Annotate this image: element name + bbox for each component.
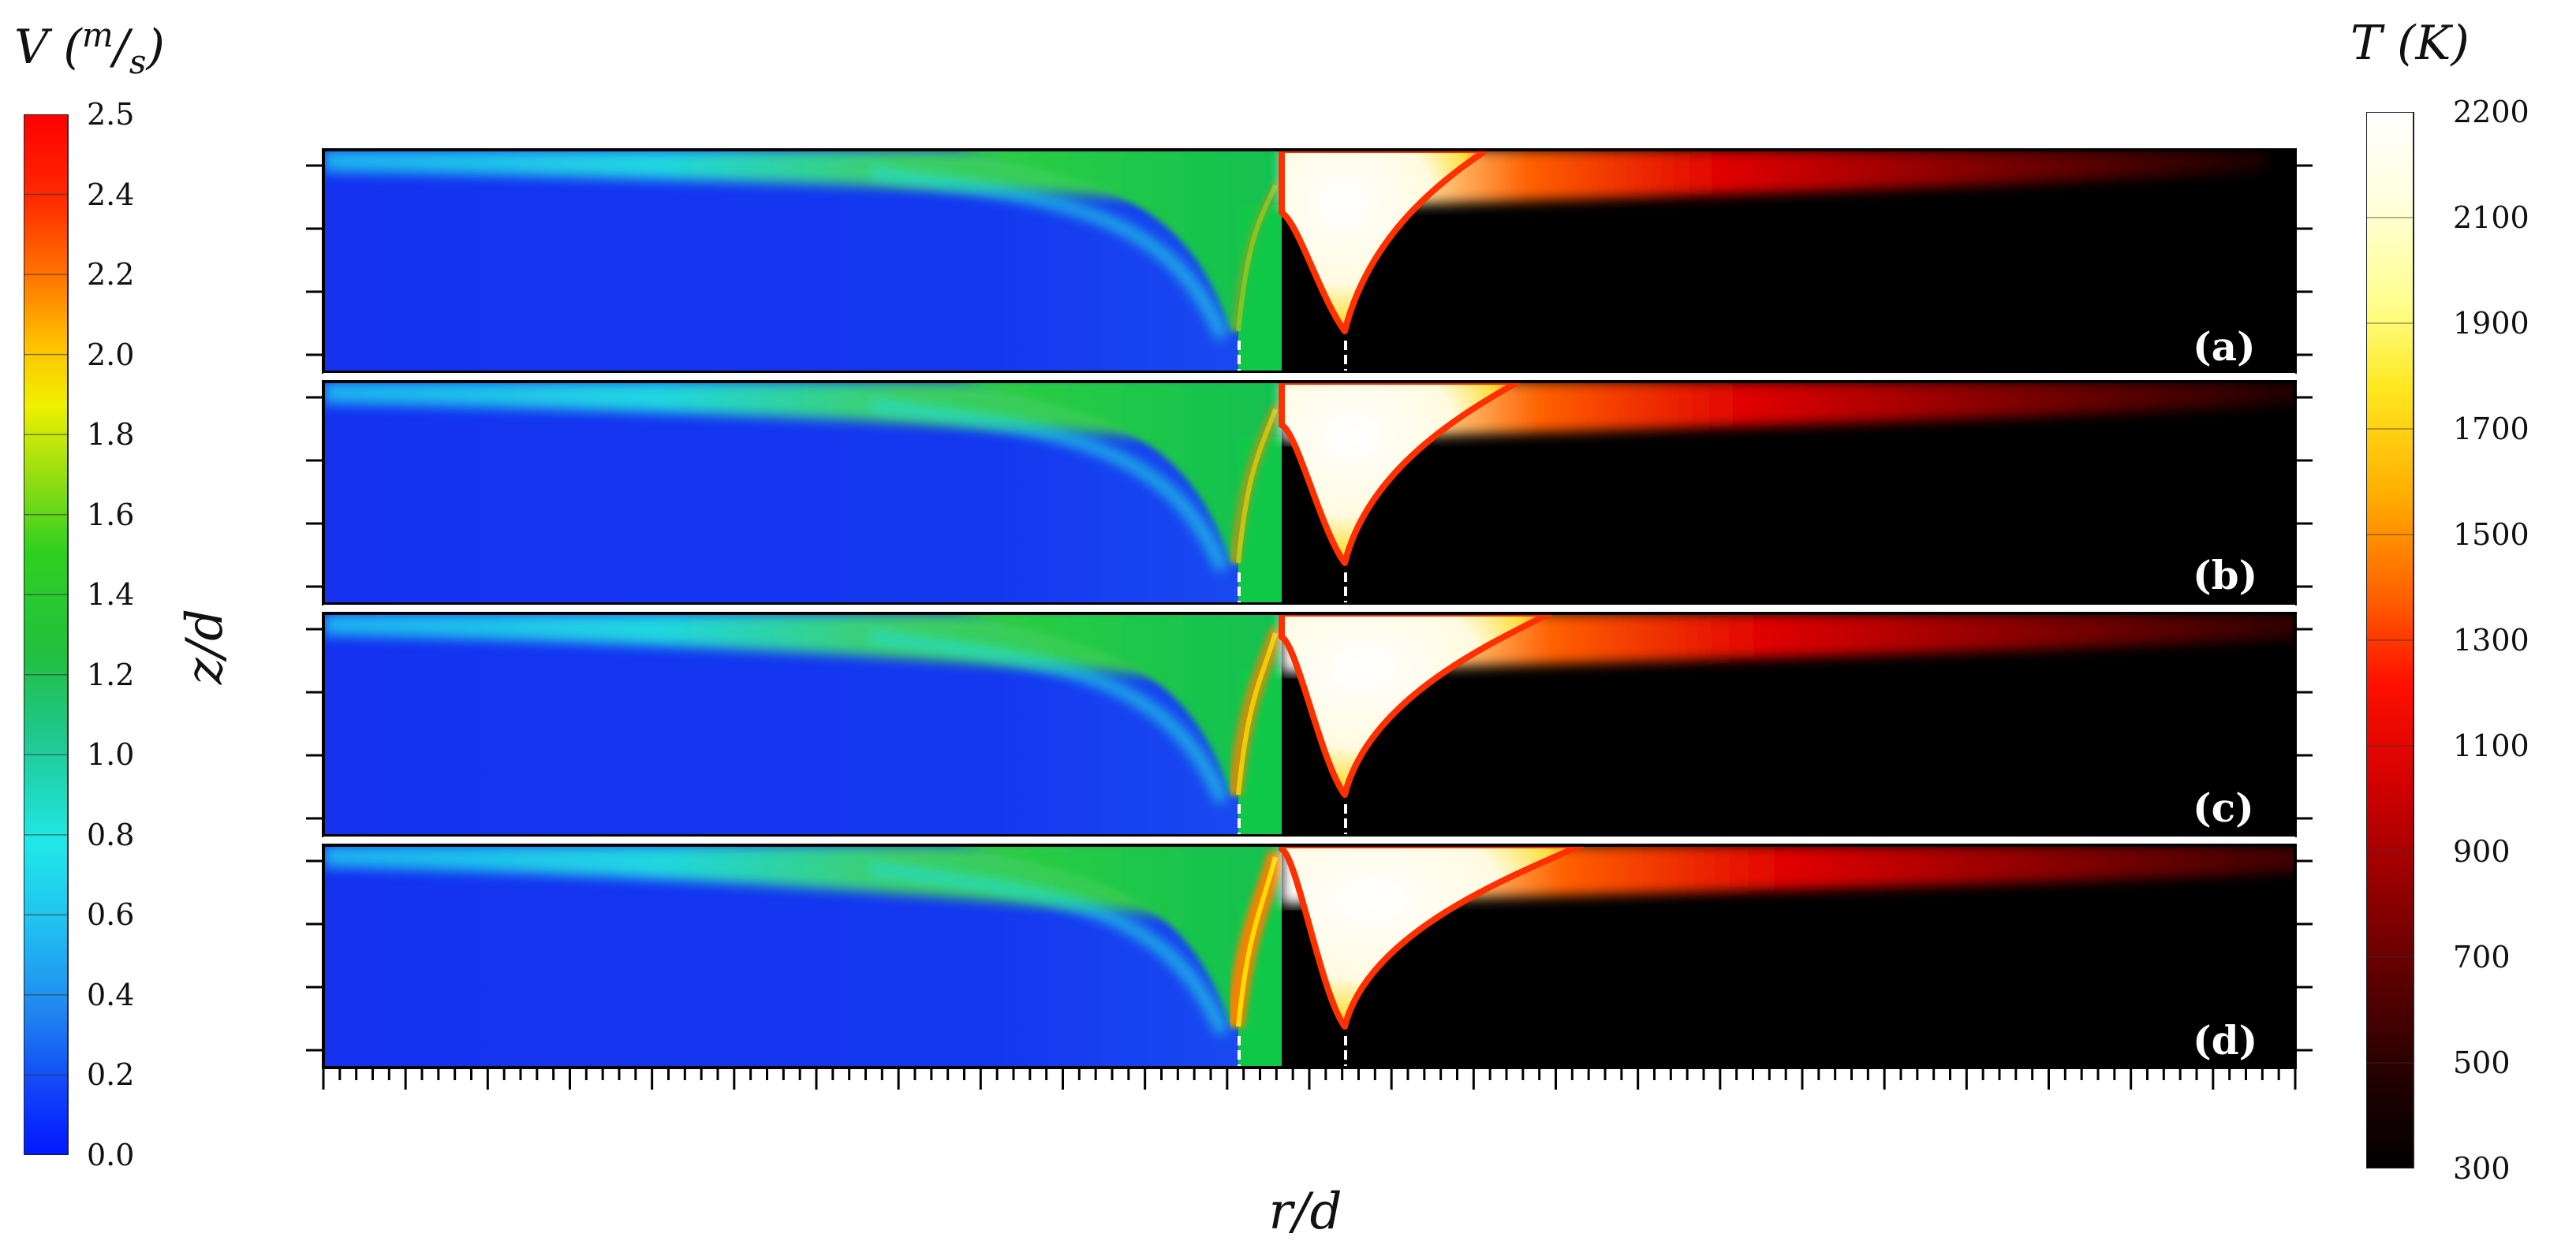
colorbar-tick-label: 900 [2453,834,2511,869]
y-axis-label: z/d [176,608,234,685]
contour-panel [322,148,2297,374]
temperature-hot-band [1282,150,2268,209]
contour-panel [322,380,2297,606]
panel-label-c: (c) [2193,784,2254,831]
colorbar-tick-label: 2.4 [87,177,135,212]
left-colorbar-title: V (m/s) [14,16,165,81]
temperature-hot-band [1282,382,2295,441]
colorbar-tick-label: 2200 [2453,95,2529,129]
colorbar-tick-label: 1.4 [87,577,135,613]
colorbar-tick-label: 1900 [2453,306,2529,341]
velocity-jet-band [323,845,1282,924]
left-colorbar-ticks: 2.5 2.4 2.2 2.0 1.8 1.6 1.4 1.2 1.0 0.8 0.6 0.4 0.2 0… [87,97,174,1172]
colorbar-tick-label: 0.6 [87,897,135,933]
contour-plot [306,148,2313,1090]
contour-panel [322,612,2297,837]
colorbar-tick-label: 2100 [2453,200,2529,235]
colorbar-tick-label: 2.2 [87,257,135,293]
colorbar-tick-label: 1100 [2453,729,2529,763]
colorbar-tick-label: 1500 [2453,517,2529,552]
right-colorbar-ticks: 2200 2100 1900 1700 1500 1300 1100 900 700 500 300 [2453,95,2563,1186]
contour-panel [322,844,2297,1069]
velocity-inlet-strip [1238,205,1282,372]
temperature-flame [1279,382,1521,566]
temperature-flame [1279,845,1585,1030]
velocity-plume [950,613,1282,795]
x-axis-label: r/d [1268,1183,1342,1241]
colorbar-tick-label: 2.5 [87,97,135,132]
colorbar-tick-label: 0.4 [87,977,135,1012]
velocity-plume [950,382,1282,563]
colorbar-tick-label: 1.6 [87,497,135,532]
colorbar-tick-label: 1.2 [87,657,135,692]
right-colorbar [2366,112,2414,1168]
colorbar-tick-label: 700 [2453,940,2511,975]
panel-label-d: (d) [2193,1017,2258,1064]
temperature-flame [1279,613,1553,798]
colorbar-tick-label: 1700 [2453,412,2529,446]
velocity-peak-streak [1230,179,1282,332]
colorbar-tick-label: 1.8 [87,417,135,453]
colorbar-tick-label: 2.0 [87,337,135,372]
temperature-hot-band [1282,613,2295,673]
velocity-plume [950,150,1282,331]
colorbar-tick-label: 300 [2453,1151,2511,1186]
colorbar-tick-label: 1.0 [87,737,135,773]
temperature-flame [1279,150,1490,334]
panel-label-b: (b) [2193,552,2258,598]
colorbar-tick-label: 1300 [2453,623,2529,658]
panel-label-a: (a) [2193,323,2256,370]
colorbar-tick-label: 0.0 [87,1138,135,1172]
right-colorbar-title: T (K) [2350,16,2470,71]
colorbar-tick-label: 0.2 [87,1057,135,1093]
velocity-plume [950,845,1282,1027]
colorbar-tick-label: 500 [2453,1045,2511,1080]
left-colorbar [24,114,69,1155]
colorbar-tick-label: 0.8 [87,817,135,852]
